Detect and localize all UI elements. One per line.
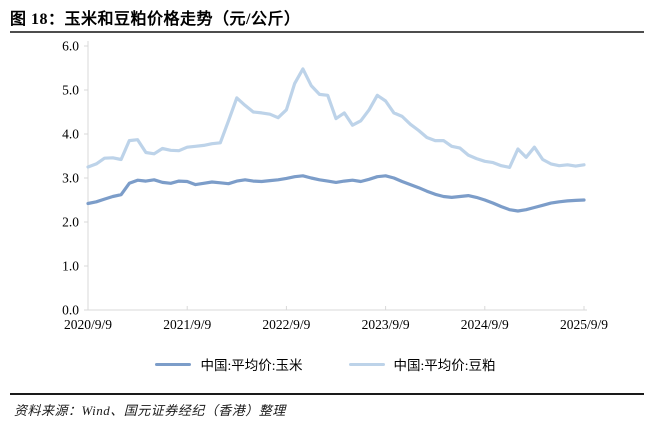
y-tick-label: 6.0 [62,39,79,54]
y-tick-label: 5.0 [62,83,79,98]
x-tick-label: 2022/9/9 [262,317,310,332]
chart-canvas: 0.0 1.0 2.0 3.0 4.0 5.0 6.0 2020/9/9 2021/9/9 202… [62,39,608,333]
figure-title: 图 18：玉米和豆粕价格走势（元/公斤） [10,11,301,28]
soybean-meal-line-swatch-icon [348,362,385,366]
legend-item-corn: 中国:平均价:玉米 [155,354,303,374]
series-line-corn [86,174,586,213]
corn-line-swatch-icon [155,362,192,366]
series-line-soybean-meal [86,67,586,169]
legend-label-corn: 中国:平均价:玉米 [200,358,303,373]
y-tick-label: 2.0 [62,215,79,230]
title-divider [10,31,644,33]
y-tick-label: 4.0 [62,127,79,142]
y-tick-label: 0.0 [62,303,79,318]
chart-legend: 中国:平均价:玉米 中国:平均价:豆粕 [0,354,651,374]
legend-item-soybean-meal: 中国:平均价:豆粕 [348,354,496,374]
legend-label-soybean-meal: 中国:平均价:豆粕 [393,358,496,373]
x-tick-label: 2024/9/9 [461,317,509,332]
price-trend-chart: 0.0 1.0 2.0 3.0 4.0 5.0 6.0 2020/9/9 2021/9/9 202… [0,36,651,346]
x-tick-label: 2023/9/9 [362,317,410,332]
x-tick-label: 2025/9/9 [560,317,608,332]
footer-divider [10,393,644,395]
y-tick-label: 1.0 [62,259,79,274]
source-note: 资料来源：Wind、国元证券经纪（香港）整理 [14,403,286,418]
y-tick-label: 3.0 [62,171,79,186]
x-tick-label: 2020/9/9 [64,317,112,332]
x-tick-label: 2021/9/9 [163,317,211,332]
